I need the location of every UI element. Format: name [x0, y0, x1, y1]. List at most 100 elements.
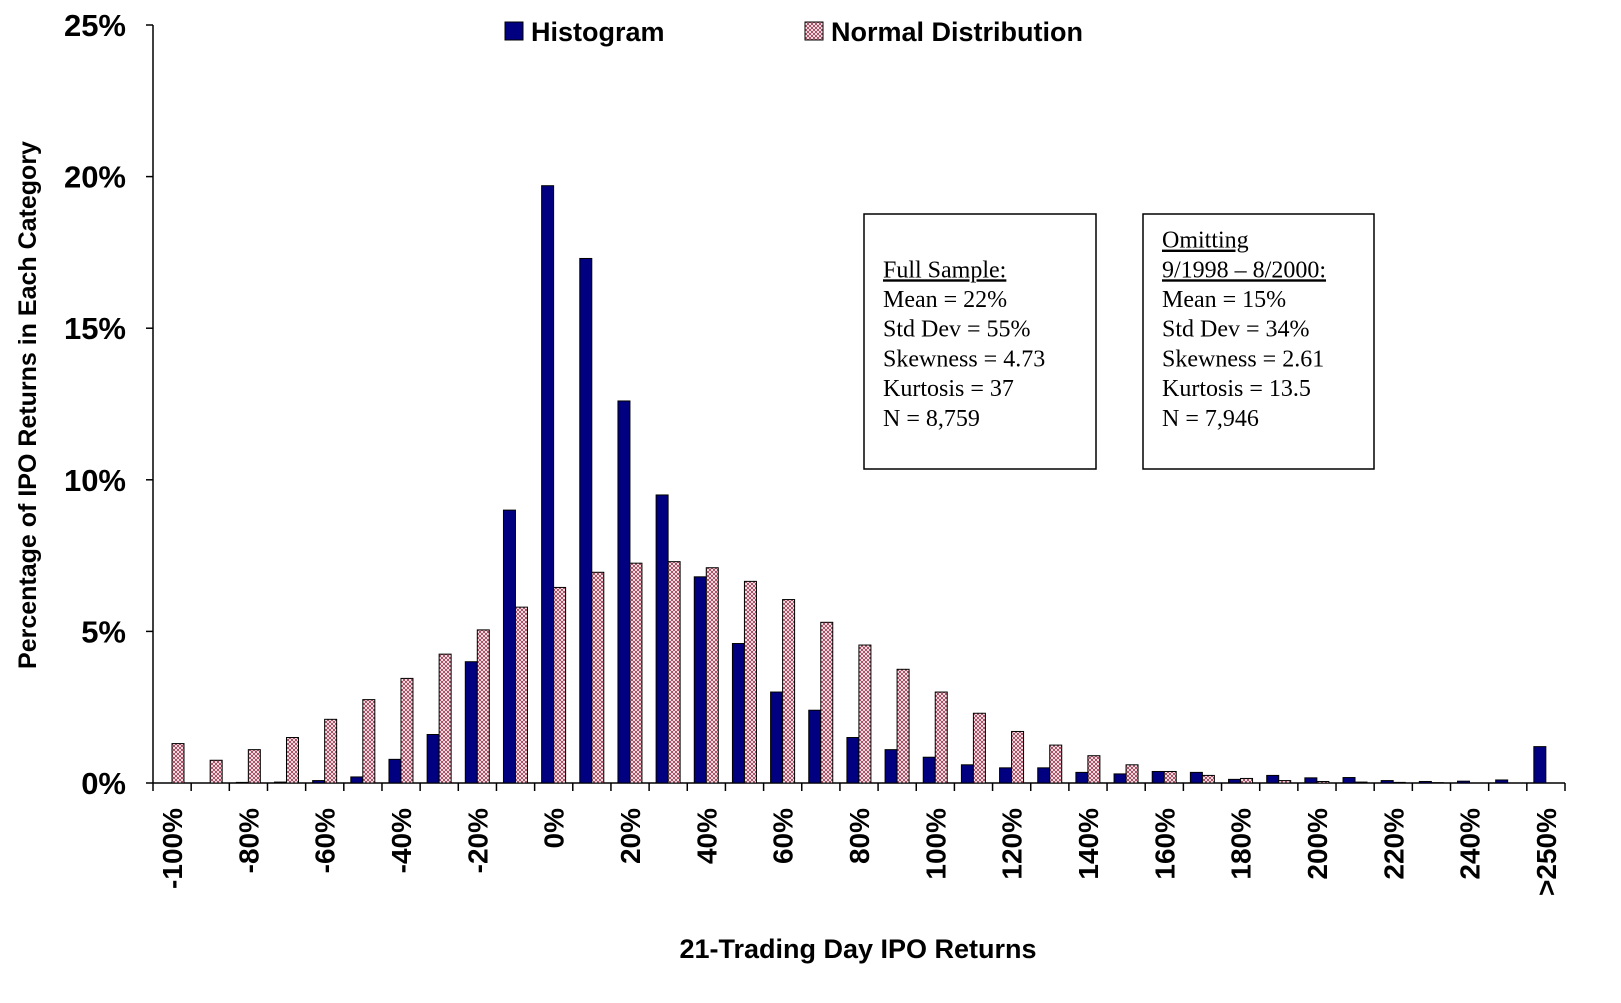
bar [1202, 775, 1214, 783]
annotation-line: Std Dev = 34% [1162, 317, 1310, 343]
bar [961, 765, 973, 783]
bar [656, 495, 668, 783]
bar [973, 713, 985, 783]
bar [923, 757, 935, 783]
bar [363, 700, 375, 783]
bar [859, 645, 871, 783]
bar [1458, 781, 1470, 783]
x-tick-label: 140% [1073, 808, 1104, 880]
bar [427, 734, 439, 783]
annotation-line: Skewness = 4.73 [883, 346, 1045, 372]
y-tick-label: 15% [64, 311, 126, 346]
bar [503, 510, 515, 783]
y-axis-title: Percentage of IPO Returns in Each Catego… [14, 141, 42, 669]
annotation-line: Std Dev = 55% [883, 317, 1031, 343]
bar [1076, 772, 1088, 783]
legend-label: Normal Distribution [831, 17, 1083, 47]
x-tick-label: -80% [233, 808, 264, 873]
x-tick-label: 240% [1455, 808, 1486, 880]
bar [1534, 747, 1546, 783]
bar [1038, 768, 1050, 783]
annotation-heading: Omitting [1162, 228, 1249, 254]
bar [592, 572, 604, 783]
x-tick-label: -100% [157, 808, 188, 889]
annotation-line: Skewness = 2.61 [1162, 346, 1324, 372]
bar [389, 759, 401, 783]
y-tick-label: 5% [81, 614, 126, 649]
bar [313, 781, 325, 783]
bar [668, 562, 680, 783]
bar [172, 744, 184, 783]
y-tick-label: 20% [64, 160, 126, 195]
x-tick-label: 80% [844, 808, 875, 864]
y-tick-label: 25% [64, 8, 126, 43]
bar [1164, 771, 1176, 783]
annotation-line: Kurtosis = 37 [883, 376, 1014, 402]
y-tick-label: 10% [64, 463, 126, 498]
annotation-heading: Full Sample: [883, 257, 1006, 283]
bar [821, 622, 833, 783]
x-tick-label: -60% [310, 808, 341, 873]
bar [1229, 779, 1241, 783]
bar [325, 719, 337, 783]
bar [515, 607, 527, 783]
bar [809, 710, 821, 783]
x-tick-label: 160% [1149, 808, 1180, 880]
annotation-line: N = 8,759 [883, 406, 980, 432]
annotation-line: Mean = 22% [883, 287, 1007, 313]
legend-label: Histogram [531, 17, 665, 47]
bar [630, 563, 642, 783]
legend-swatch [805, 22, 823, 40]
bar [1419, 781, 1431, 783]
x-tick-label: 180% [1226, 808, 1257, 880]
x-tick-label: 60% [768, 808, 799, 864]
y-tick-label: 0% [81, 766, 126, 801]
x-tick-label: 20% [615, 808, 646, 864]
bar [1126, 765, 1138, 783]
bar [885, 750, 897, 783]
x-tick-label: 200% [1302, 808, 1333, 880]
bar [236, 782, 248, 783]
bar [1088, 756, 1100, 783]
x-axis-title: 21-Trading Day IPO Returns [679, 934, 1036, 964]
x-tick-label: -40% [386, 808, 417, 873]
bar [1012, 731, 1024, 783]
x-tick-label: 0% [539, 808, 570, 849]
bar [783, 600, 795, 783]
x-tick-label: -20% [462, 808, 493, 873]
bar [847, 738, 859, 783]
bar [1305, 778, 1317, 783]
bar [401, 678, 413, 783]
bar [274, 782, 286, 783]
bar [542, 186, 554, 783]
bar [1496, 780, 1508, 783]
bar [465, 662, 477, 783]
annotation-heading: 9/1998 – 8/2000: [1162, 257, 1326, 283]
annotation-line: Mean = 15% [1162, 287, 1286, 313]
bar [706, 568, 718, 783]
bar [1343, 778, 1355, 783]
x-tick-label: >250% [1531, 808, 1562, 896]
bar [351, 777, 363, 783]
x-tick-label: 220% [1378, 808, 1409, 880]
legend-swatch [505, 22, 523, 40]
bar [694, 577, 706, 783]
bar [1241, 778, 1253, 783]
bar [1279, 781, 1291, 783]
bar [210, 760, 222, 783]
bar [744, 581, 756, 783]
bar [580, 258, 592, 783]
bar [1114, 774, 1126, 783]
bar [1381, 781, 1393, 783]
x-tick-label: 40% [691, 808, 722, 864]
bar [1000, 768, 1012, 783]
x-tick-label: 100% [920, 808, 951, 880]
bar [439, 654, 451, 783]
bar [477, 630, 489, 783]
bar [1050, 745, 1062, 783]
bar [286, 738, 298, 783]
bar [1190, 772, 1202, 783]
bar [1393, 782, 1405, 783]
bar [618, 401, 630, 783]
